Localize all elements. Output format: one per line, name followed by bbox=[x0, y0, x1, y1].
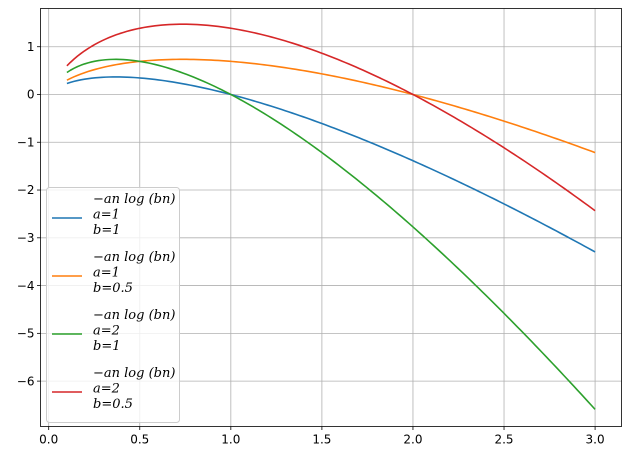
legend-box bbox=[46, 187, 180, 423]
y-tick-label: −4 bbox=[17, 279, 35, 293]
y-tick-label: 0 bbox=[27, 88, 35, 102]
grid bbox=[40, 8, 622, 427]
series-line-2 bbox=[66, 58, 596, 154]
legend-label-3: −an log (bn) bbox=[93, 308, 175, 323]
legend-label-4: a=2 bbox=[93, 382, 120, 397]
y-tick-label: 1 bbox=[27, 40, 35, 54]
x-tick-label: 2.5 bbox=[494, 433, 513, 447]
x-tick-label: 0.0 bbox=[39, 433, 58, 447]
y-tick-label: −2 bbox=[17, 183, 35, 197]
plot-area-frame bbox=[40, 8, 622, 427]
series-line-4 bbox=[66, 23, 596, 212]
legend-label-1: −an log (bn) bbox=[93, 192, 175, 207]
series-lines bbox=[66, 23, 596, 410]
y-tick-label: −3 bbox=[17, 231, 35, 245]
legend-label-2: a=1 bbox=[93, 266, 120, 281]
legend-label-2: b=0.5 bbox=[93, 281, 133, 296]
legend-label-1: b=1 bbox=[93, 223, 121, 238]
y-tick-label: −1 bbox=[17, 135, 35, 149]
x-tick-label: 0.5 bbox=[130, 433, 149, 447]
x-tick-label: 3.0 bbox=[586, 433, 605, 447]
y-tick-label: −5 bbox=[17, 327, 35, 341]
x-tick-label: 1.0 bbox=[221, 433, 240, 447]
series-line-1 bbox=[66, 76, 596, 253]
x-tick-label: 2.0 bbox=[403, 433, 422, 447]
legend-label-3: b=1 bbox=[93, 339, 121, 354]
legend-label-4: b=0.5 bbox=[93, 397, 133, 412]
legend-label-1: a=1 bbox=[93, 208, 120, 223]
y-tick-label: −6 bbox=[17, 374, 35, 388]
legend-label-4: −an log (bn) bbox=[93, 366, 175, 381]
axis-ticks: 0.0 0.5 1.0 1.5 2.0 2.5 3.0 1 0 −1 −2 −3 −4 −5 −6 bbox=[17, 40, 605, 447]
legend: −an log (bn)a=1b=1−an log (bn)a=1b=0.5−a… bbox=[46, 187, 180, 423]
legend-label-3: a=2 bbox=[93, 324, 120, 339]
x-tick-label: 1.5 bbox=[312, 433, 331, 447]
legend-label-2: −an log (bn) bbox=[93, 250, 175, 265]
series-line-3 bbox=[66, 58, 596, 410]
